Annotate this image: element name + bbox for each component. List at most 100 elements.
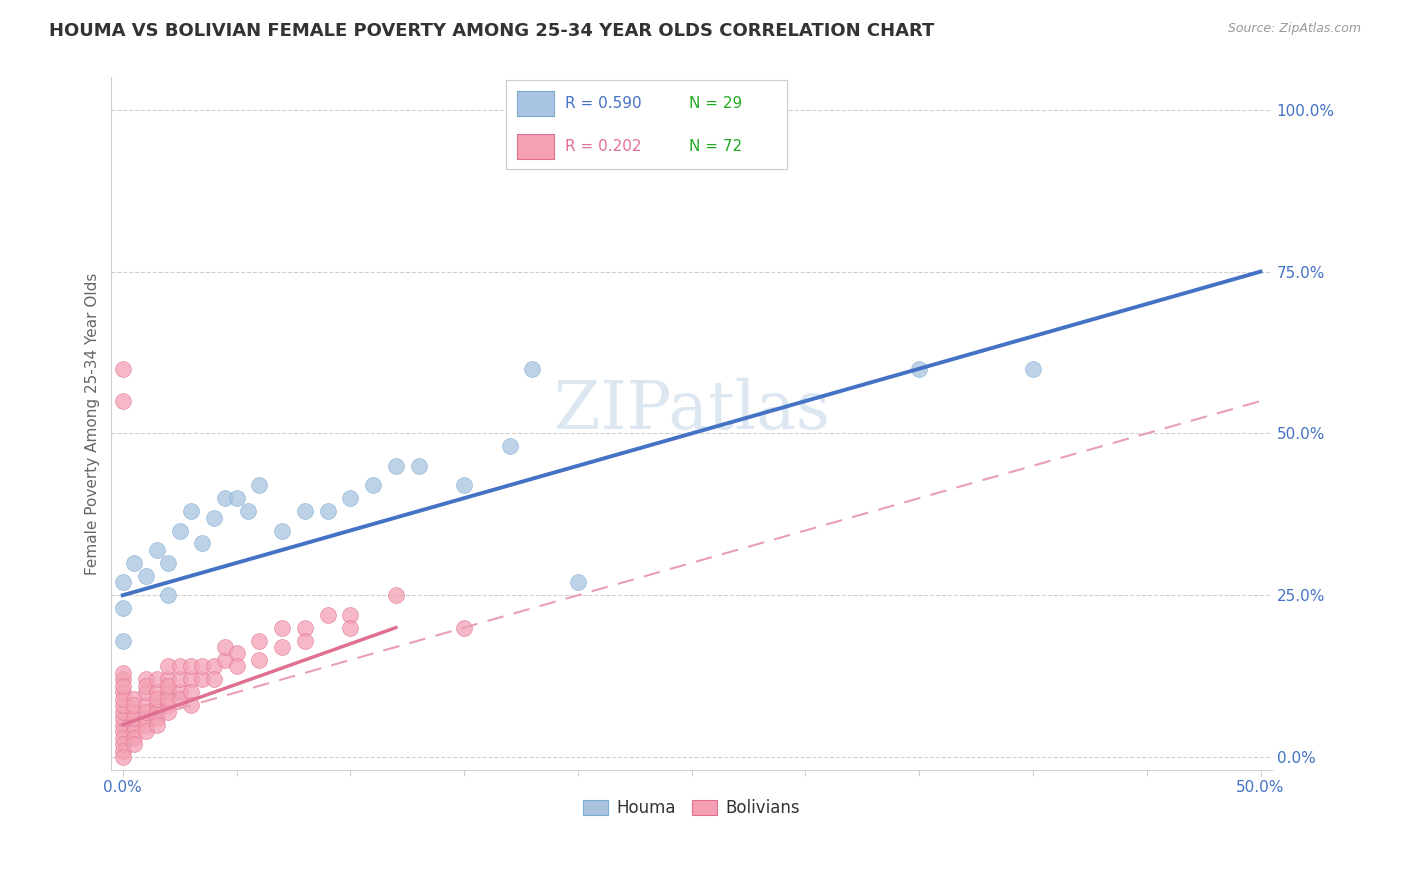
Text: R = 0.202: R = 0.202: [565, 139, 641, 153]
Point: [408, 458, 430, 473]
Point: [180, 673, 202, 687]
Point: [567, 575, 589, 590]
Point: [157, 659, 180, 673]
Point: [225, 491, 247, 505]
Point: [453, 621, 475, 635]
Point: [202, 673, 225, 687]
Y-axis label: Female Poverty Among 25-34 Year Olds: Female Poverty Among 25-34 Year Olds: [86, 273, 100, 575]
Point: [111, 737, 134, 751]
Point: [214, 491, 236, 505]
Point: [111, 601, 134, 615]
Point: [169, 673, 191, 687]
Point: [111, 394, 134, 409]
Point: [453, 478, 475, 492]
Text: R = 0.590: R = 0.590: [565, 96, 641, 111]
Point: [157, 556, 180, 570]
Point: [339, 621, 361, 635]
Point: [135, 717, 157, 731]
Point: [271, 621, 294, 635]
Point: [135, 569, 157, 583]
Point: [157, 673, 180, 687]
Point: [316, 607, 339, 622]
Point: [271, 640, 294, 654]
Point: [169, 685, 191, 699]
Point: [146, 717, 169, 731]
Point: [122, 737, 145, 751]
Point: [146, 685, 169, 699]
Point: [111, 673, 134, 687]
Point: [111, 750, 134, 764]
Point: [191, 659, 214, 673]
Point: [135, 685, 157, 699]
Point: [225, 647, 247, 661]
Point: [180, 685, 202, 699]
Point: [361, 478, 384, 492]
Point: [157, 588, 180, 602]
Point: [111, 665, 134, 680]
Point: [111, 633, 134, 648]
Point: [146, 705, 169, 719]
Point: [214, 640, 236, 654]
Point: [294, 621, 316, 635]
Point: [135, 711, 157, 725]
Point: [122, 711, 145, 725]
Point: [225, 659, 247, 673]
Point: [157, 679, 180, 693]
Point: [111, 679, 134, 693]
Point: [122, 717, 145, 731]
Point: [908, 361, 931, 376]
Point: [135, 673, 157, 687]
Point: [111, 685, 134, 699]
Point: [202, 659, 225, 673]
Point: [169, 691, 191, 706]
Point: [236, 504, 259, 518]
Point: [111, 717, 134, 731]
Point: [157, 698, 180, 713]
Point: [498, 439, 520, 453]
Point: [122, 724, 145, 739]
Point: [111, 731, 134, 745]
Point: [146, 698, 169, 713]
Point: [180, 504, 202, 518]
Legend: Houma, Bolivians: Houma, Bolivians: [576, 793, 807, 824]
Point: [180, 659, 202, 673]
Point: [294, 504, 316, 518]
Point: [169, 659, 191, 673]
Point: [522, 361, 544, 376]
Point: [385, 458, 408, 473]
Point: [146, 691, 169, 706]
Text: Source: ZipAtlas.com: Source: ZipAtlas.com: [1227, 22, 1361, 36]
Point: [294, 633, 316, 648]
Point: [111, 691, 134, 706]
Point: [385, 588, 408, 602]
Point: [111, 724, 134, 739]
Bar: [517, 91, 554, 116]
Point: [146, 673, 169, 687]
Point: [122, 731, 145, 745]
Point: [135, 724, 157, 739]
Point: [111, 361, 134, 376]
Text: HOUMA VS BOLIVIAN FEMALE POVERTY AMONG 25-34 YEAR OLDS CORRELATION CHART: HOUMA VS BOLIVIAN FEMALE POVERTY AMONG 2…: [49, 22, 935, 40]
Point: [247, 653, 270, 667]
Point: [111, 705, 134, 719]
Point: [146, 711, 169, 725]
Point: [247, 633, 270, 648]
Point: [1022, 361, 1045, 376]
Point: [339, 491, 361, 505]
Point: [191, 536, 214, 550]
Point: [169, 524, 191, 538]
Point: [122, 698, 145, 713]
Point: [122, 556, 145, 570]
Point: [202, 510, 225, 524]
Point: [122, 705, 145, 719]
Point: [271, 524, 294, 538]
Point: [146, 543, 169, 558]
Point: [339, 607, 361, 622]
Bar: [517, 134, 554, 159]
Point: [157, 685, 180, 699]
Point: [214, 653, 236, 667]
Point: [111, 575, 134, 590]
Point: [157, 691, 180, 706]
Point: [135, 705, 157, 719]
Point: [111, 698, 134, 713]
